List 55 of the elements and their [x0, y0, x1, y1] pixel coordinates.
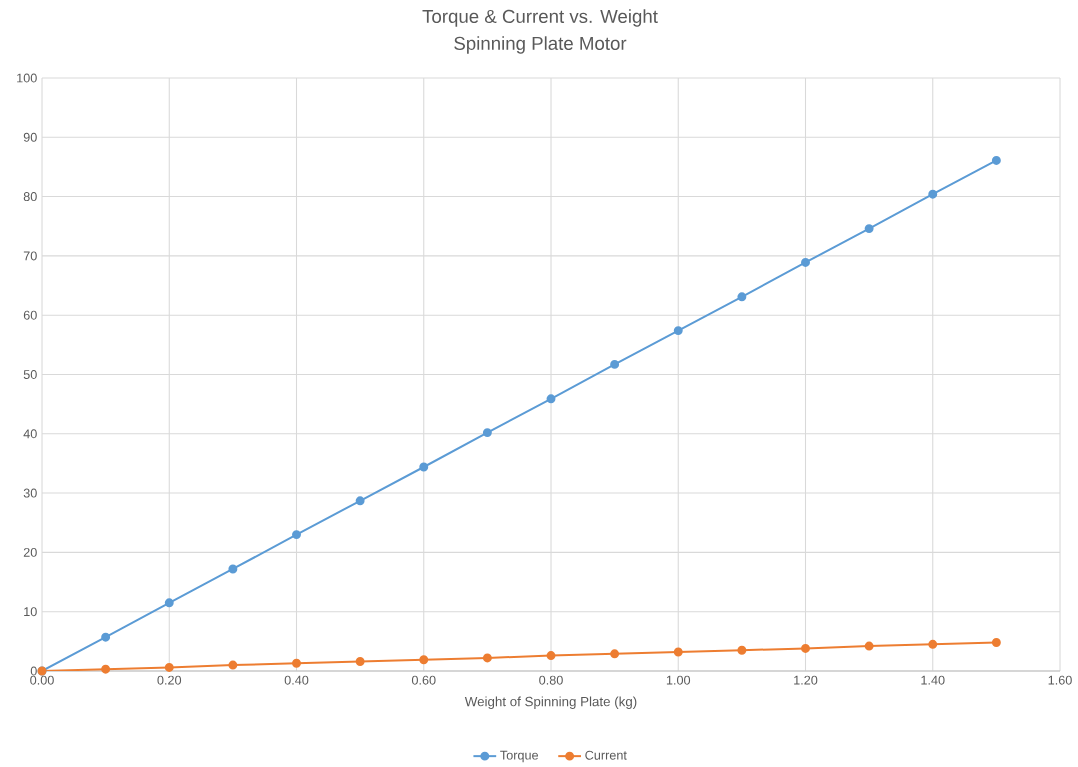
point [928, 189, 938, 199]
x-tick-label: 0.40 [284, 675, 309, 685]
y-tick-label: 20 [23, 547, 37, 557]
point [673, 326, 683, 336]
point [164, 598, 174, 608]
point [546, 651, 556, 661]
y-tick-label: 70 [23, 251, 37, 261]
point [292, 530, 301, 540]
point [292, 658, 301, 668]
legend-label: Current [585, 750, 627, 760]
point [228, 660, 238, 670]
x-tick-label: 1.00 [666, 675, 691, 685]
point [801, 643, 810, 653]
point [164, 662, 174, 672]
point [101, 632, 111, 642]
y-tick-label: 90 [23, 132, 37, 142]
point [355, 657, 365, 666]
x-tick-label: 0.00 [30, 675, 54, 685]
point [419, 655, 429, 665]
x-tick-label: 0.20 [157, 675, 182, 685]
point [610, 359, 620, 369]
x-tick-label: 0.80 [539, 675, 563, 685]
point [419, 462, 429, 472]
chart-subtitle: Spinning Plate Motor [454, 36, 627, 54]
point [355, 496, 365, 506]
x-tick-label: 1.20 [794, 675, 818, 685]
point [546, 394, 556, 404]
point [482, 653, 492, 663]
point [673, 647, 683, 657]
x-tick-label: 1.60 [1048, 675, 1072, 685]
point [864, 224, 874, 234]
point [101, 664, 111, 674]
y-tick-label: 0 [30, 666, 37, 676]
point [737, 645, 747, 655]
x-axis-title: Weight of Spinning Plate (kg) [464, 696, 637, 709]
legend-label: Torque [500, 750, 539, 763]
point [864, 641, 874, 651]
x-tick-label: 1.40 [921, 675, 945, 685]
y-tick-label: 10 [24, 607, 37, 617]
point [482, 428, 492, 438]
point [737, 292, 747, 302]
y-tick-label: 80 [23, 192, 37, 202]
point [610, 649, 620, 659]
y-tick-label: 50 [23, 370, 37, 379]
point [991, 638, 1001, 647]
point [801, 257, 810, 267]
x-tick-label: 0.60 [411, 675, 436, 685]
y-tick-label: 60 [23, 310, 37, 320]
point [228, 564, 238, 574]
point [928, 639, 938, 649]
chart-title: Torque & Current vs. Weight [422, 9, 658, 27]
y-tick-label: 30 [23, 488, 37, 498]
y-tick-label: 100 [17, 73, 37, 83]
point [991, 155, 1001, 165]
y-tick-label: 40 [23, 429, 37, 439]
